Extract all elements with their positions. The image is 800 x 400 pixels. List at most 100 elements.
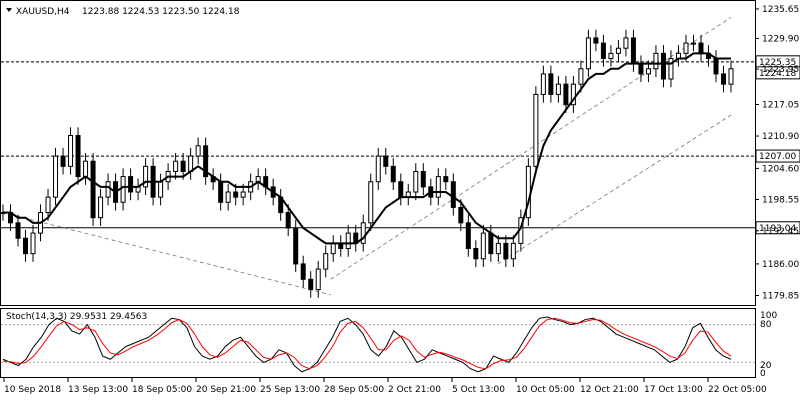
time-tick-label: 12 Oct 21:00 xyxy=(580,385,639,395)
moving-average-series xyxy=(3,52,731,245)
price-bar-body xyxy=(563,83,569,106)
horizontal-levels: 1225.35 1207.00 1193.04 1224.18 xyxy=(1,55,800,235)
moving-average-line xyxy=(3,52,731,245)
price-bar-body xyxy=(698,42,704,54)
price-bar-body xyxy=(458,206,464,224)
price-bar-body xyxy=(188,155,194,172)
price-tick-label: 1217.05 xyxy=(762,100,799,110)
price-bar-body xyxy=(300,263,306,280)
price-bar-body xyxy=(443,176,449,183)
price-bar-body xyxy=(510,242,516,260)
price-bar-body xyxy=(495,242,501,255)
price-bar-body xyxy=(308,278,314,291)
price-bar-body xyxy=(345,232,351,250)
time-tick-label: 2 Oct 21:00 xyxy=(388,385,441,395)
price-bar-body xyxy=(368,181,374,224)
price-bar-body xyxy=(383,155,389,167)
level-price-label: 1207.00 xyxy=(759,152,796,162)
price-bar-body xyxy=(540,73,546,95)
price-bar-body xyxy=(315,268,321,291)
price-bar-body xyxy=(105,181,111,198)
time-tick-label: 28 Sep 05:00 xyxy=(324,385,384,395)
price-bar-body xyxy=(98,196,104,219)
price-bar-body xyxy=(75,135,81,178)
price-bar-body xyxy=(720,73,726,85)
price-bar-body xyxy=(233,191,239,198)
price-axis: 1235.65 1229.90 1223.95 1217.05 1210.90 1204.… xyxy=(755,5,799,301)
price-bar-body xyxy=(398,181,404,198)
price-bar-body xyxy=(413,170,419,193)
price-bar-body xyxy=(128,176,134,193)
price-tick-label: 1198.55 xyxy=(762,195,799,205)
price-tick-label: 1235.65 xyxy=(762,5,799,15)
price-tick-label: 1179.85 xyxy=(762,291,799,301)
price-bar-body xyxy=(60,155,66,167)
price-bar-body xyxy=(143,165,149,188)
price-bar-body xyxy=(608,52,614,59)
price-bar-body xyxy=(480,232,486,260)
price-series xyxy=(0,29,734,298)
price-bar-body xyxy=(435,176,441,198)
price-bar-body xyxy=(645,68,651,75)
stoch-level-80: 80 xyxy=(760,320,772,330)
price-bar-body xyxy=(158,181,164,198)
price-bar-body xyxy=(660,52,666,80)
time-tick-label: 10 Sep 2018 xyxy=(4,385,61,395)
price-tick-label: 1229.90 xyxy=(762,34,799,44)
price-bar-body xyxy=(15,222,21,239)
price-bar-body xyxy=(68,135,74,167)
stochastic-series xyxy=(1,316,755,373)
price-bar-body xyxy=(600,42,606,59)
ohlc-readout: 1223.88 1224.53 1223.50 1224.18 xyxy=(82,7,240,17)
time-tick-label: 22 Oct 05:00 xyxy=(708,385,767,395)
stoch-scale-bottom: 0 xyxy=(760,369,766,379)
price-bar-body xyxy=(285,212,291,229)
time-tick-label: 5 Oct 13:00 xyxy=(452,385,505,395)
time-tick-label: 13 Sep 13:00 xyxy=(68,385,128,395)
price-bar-body xyxy=(728,68,734,85)
price-bar-body xyxy=(555,83,561,95)
price-bar-body xyxy=(623,37,629,49)
current-price-box xyxy=(755,66,800,80)
dropdown-triangle-icon[interactable] xyxy=(6,8,12,12)
stoch-level-20: 20 xyxy=(760,361,772,371)
price-bar-body xyxy=(473,248,479,260)
price-bar-body xyxy=(420,170,426,188)
price-bar-body xyxy=(83,160,89,178)
trend-line xyxy=(497,114,732,265)
time-tick-label: 25 Sep 13:00 xyxy=(260,385,320,395)
price-bar-body xyxy=(330,242,336,255)
level-price-label: 1193.04 xyxy=(759,224,796,234)
time-tick-label: 18 Sep 05:00 xyxy=(132,385,192,395)
time-tick-label: 17 Oct 13:00 xyxy=(644,385,703,395)
price-bar-body xyxy=(240,191,246,198)
price-bar-body xyxy=(548,73,554,95)
price-bar-body xyxy=(653,52,659,70)
trend-channel xyxy=(2,17,732,296)
price-bar-body xyxy=(570,83,576,106)
current-price-label: 1224.18 xyxy=(759,69,796,79)
symbol-label: XAUUSD,H4 xyxy=(16,7,70,17)
price-bar-body xyxy=(360,222,366,244)
price-bar-body xyxy=(225,191,231,203)
price-bar-body xyxy=(668,57,674,80)
stoch-panel-frame xyxy=(0,308,756,378)
trend-line xyxy=(2,212,331,296)
price-bar-body xyxy=(450,181,456,208)
price-bar-body xyxy=(465,222,471,250)
price-bar-body xyxy=(120,176,126,203)
price-bar-body xyxy=(713,57,719,75)
level-price-label: 1225.35 xyxy=(759,58,796,68)
price-bar-body xyxy=(390,165,396,183)
price-bar-body xyxy=(375,155,381,183)
price-tick-label: 1186.00 xyxy=(762,260,799,270)
stoch-k-line xyxy=(2,316,732,373)
price-bar-body xyxy=(218,181,224,203)
price-bar-body xyxy=(593,37,599,44)
price-bar-body xyxy=(488,232,494,255)
price-bar-body xyxy=(585,37,591,70)
price-tick-label: 1204.60 xyxy=(762,164,799,174)
time-axis: 10 Sep 2018 13 Sep 13:00 18 Sep 05:00 20 Se… xyxy=(3,378,767,395)
price-bar-body xyxy=(533,93,539,167)
price-bar-body xyxy=(173,160,179,172)
